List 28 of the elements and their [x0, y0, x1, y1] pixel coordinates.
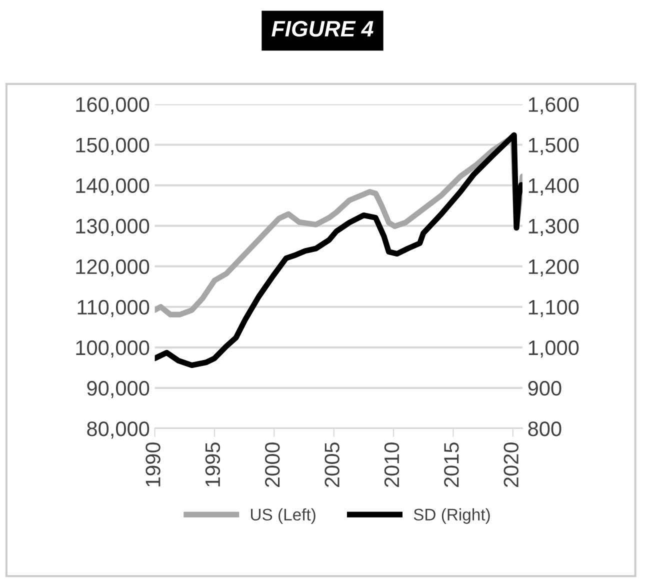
- y-tick-label: 110,000: [78, 300, 150, 318]
- y2-tick-label: 1,500: [528, 138, 579, 155]
- x-tick-label: 2000: [265, 442, 280, 487]
- y-tick-label: 140,000: [76, 178, 150, 196]
- y2-tick-label: 1,100: [528, 300, 579, 318]
- y2-tick-label: 1,600: [528, 97, 579, 114]
- y-tick-label: 120,000: [76, 259, 150, 277]
- y-tick-label: 90,000: [87, 380, 150, 398]
- chart-title: FIGURE 4: [272, 20, 374, 37]
- y2-tick-label: 1,200: [528, 259, 579, 277]
- y2-tick-label: 1,000: [528, 340, 579, 358]
- y-tick-label: 150,000: [76, 138, 150, 155]
- y-tick-label: 160,000: [76, 97, 150, 114]
- y-tick-label: 100,000: [76, 340, 150, 358]
- x-tick-label: 1990: [146, 442, 160, 486]
- y2-tick-label: 1,400: [528, 178, 579, 196]
- legend-label: SD (Right): [414, 508, 490, 524]
- x-tick-label: 2015: [444, 442, 459, 487]
- x-tick-label: 2005: [324, 442, 340, 487]
- y2-tick-label: 900: [528, 380, 562, 396]
- x-tick-label: 2010: [384, 442, 400, 487]
- x-tick-label: 2020: [504, 442, 518, 487]
- x-tick-label: 1995: [205, 442, 220, 486]
- legend-label: US (Left): [251, 508, 316, 524]
- y2-tick-label: 1,300: [528, 218, 579, 236]
- y-tick-label: 80,000: [87, 421, 150, 439]
- y2-tick-label: 800: [528, 421, 562, 436]
- y-tick-label: 130,000: [76, 218, 150, 236]
